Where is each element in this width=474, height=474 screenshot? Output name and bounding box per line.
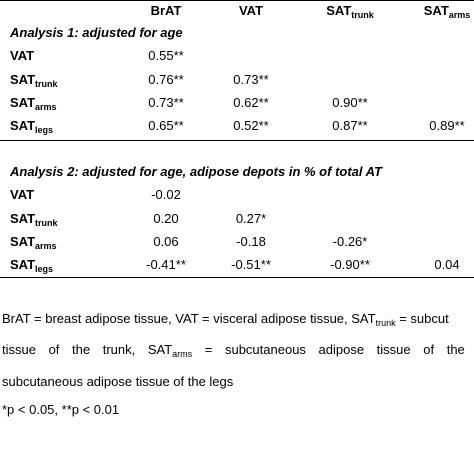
cell: -0.51** <box>231 257 271 273</box>
footnote-subscript: arms <box>172 349 193 359</box>
cell: 0.52** <box>233 118 269 134</box>
cell: 0.27* <box>235 210 267 226</box>
cell: 0.87** <box>332 118 368 134</box>
cell: 0.90** <box>332 94 368 110</box>
label-subscript: arms <box>448 10 471 20</box>
footnote-text: BrAT = breast adipose tissue, VAT = visc… <box>2 311 376 326</box>
rule <box>0 0 474 1</box>
footnote-subscript: trunk <box>375 318 396 328</box>
cell: 0.55** <box>148 48 184 64</box>
cell: 0.06 <box>153 233 179 249</box>
cell: 0.62** <box>233 94 269 110</box>
footnote-text: = subcutaneous adipose tissue of the a <box>192 342 474 357</box>
section-title: Analysis 1: adjusted for age <box>10 25 183 40</box>
label-text: SAT <box>10 233 36 249</box>
label-subscript: trunk <box>35 217 58 228</box>
cell: 0.20 <box>153 210 179 226</box>
row-label: SATlegs <box>10 118 54 136</box>
cell: -0.26* <box>332 233 368 249</box>
label-text: SAT <box>10 210 36 226</box>
footnote-text: *p < 0.05, **p < 0.01 <box>2 402 120 417</box>
row-label: SATtrunk <box>10 71 58 89</box>
cell: 0.73** <box>233 71 269 87</box>
row-label: VAT <box>10 48 34 64</box>
column-header: SATtrunk <box>326 3 374 20</box>
row-label: SATarms <box>10 233 57 251</box>
footnote-line: tissue of the trunk, SATarms = subcutane… <box>2 342 474 359</box>
cell: -0.90** <box>330 257 370 273</box>
label-subscript: trunk <box>35 78 58 89</box>
cell: 0.89** <box>429 118 465 134</box>
column-header: VAT <box>239 3 263 19</box>
label-text: VAT <box>10 187 35 203</box>
label-subscript: legs <box>35 264 54 275</box>
cell: 0.65** <box>148 118 184 134</box>
footnote-text: tissue of the trunk, SAT <box>2 342 173 357</box>
cell: 0.04 <box>434 257 460 273</box>
label-text: BrAT <box>150 3 182 18</box>
cell: 0.76** <box>148 71 184 87</box>
row-label: SATtrunk <box>10 210 58 228</box>
label-text: SAT <box>10 71 36 87</box>
rule <box>0 140 474 141</box>
label-subscript: arms <box>35 101 57 112</box>
row-label: SATlegs <box>10 257 54 275</box>
footnote-text: subcutaneous adipose tissue of the legs <box>2 374 234 389</box>
row-label: VAT <box>10 187 34 203</box>
column-header: BrAT <box>151 3 182 19</box>
row-label: SATarms <box>10 94 57 112</box>
rule <box>0 277 474 278</box>
cell: -0.02 <box>151 187 181 203</box>
footnote-line: *p < 0.05, **p < 0.01 <box>2 402 119 418</box>
label-text: SAT <box>10 94 36 110</box>
label-subscript: trunk <box>351 10 374 20</box>
cell: -0.41** <box>146 257 186 273</box>
cell: -0.18 <box>236 233 266 249</box>
label-text: VAT <box>238 3 264 18</box>
label-subscript: arms <box>35 240 57 251</box>
column-header: SATarms <box>423 3 471 20</box>
label-text: VAT <box>10 48 35 64</box>
label-text: SAT <box>10 118 36 134</box>
section-title: Analysis 2: adjusted for age, adipose de… <box>10 164 382 179</box>
label-subscript: legs <box>35 125 54 136</box>
footnote-line: BrAT = breast adipose tissue, VAT = visc… <box>2 311 449 328</box>
label-text: SAT <box>423 3 449 18</box>
label-text: SAT <box>10 257 36 273</box>
footnote-line: subcutaneous adipose tissue of the legs <box>2 374 233 390</box>
footnote-text: = subcut <box>395 311 449 326</box>
cell: 0.73** <box>148 94 184 110</box>
label-text: SAT <box>326 3 352 18</box>
